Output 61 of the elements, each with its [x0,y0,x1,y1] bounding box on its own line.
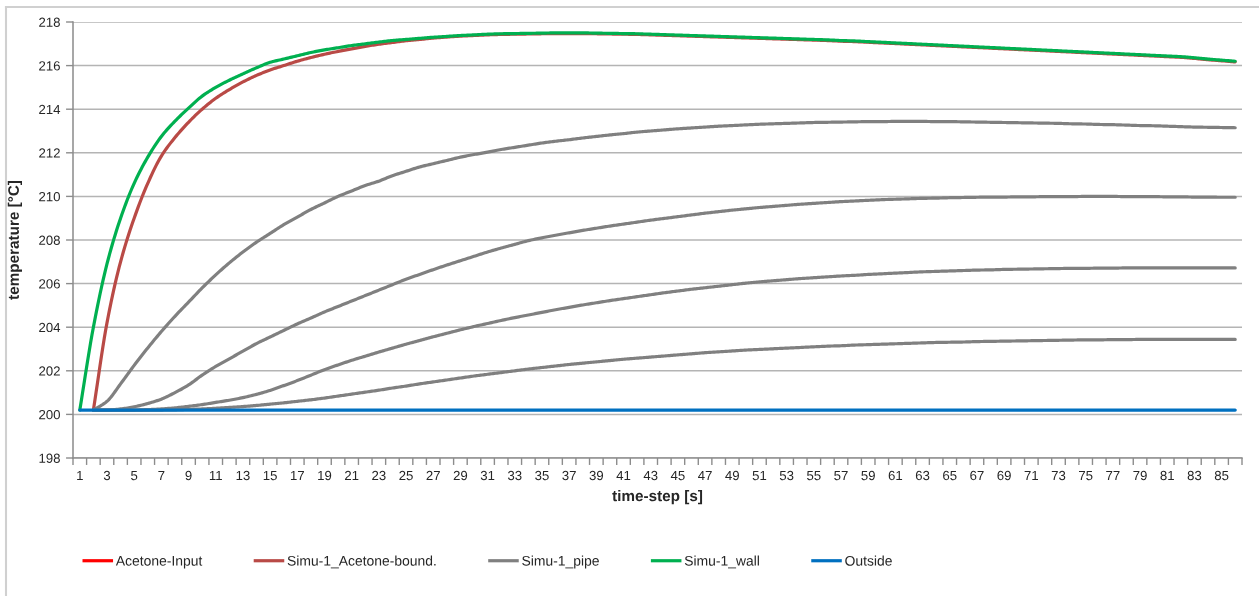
x-tick-label: 83 [1187,470,1202,481]
x-tick-label: 1 [77,470,83,481]
x-tick-label: 39 [589,470,604,481]
x-tick-label: 55 [807,470,821,481]
x-tick-label: 3 [103,470,111,481]
y-tick-label: 202 [39,366,60,376]
x-tick-label: 75 [1079,470,1093,481]
x-tick-label: 35 [535,470,549,481]
x-tick-label: 5 [131,470,138,481]
y-tick-label: 204 [39,322,61,333]
x-tick-label: 45 [670,470,685,481]
legend-label: Outside [845,555,892,566]
x-tick-label: 33 [507,470,522,481]
x-tick-label: 85 [1214,470,1229,481]
x-tick-label: 13 [236,470,250,481]
x-tick-label: 47 [698,470,712,481]
x-tick-label: 49 [725,470,739,481]
x-tick-label: 25 [399,470,413,481]
x-tick-label: 63 [915,470,930,481]
legend-label: Acetone-Input [115,556,203,569]
legend-label: Simu-1_Acetone-bound. [287,555,436,569]
x-tick-label: 15 [263,470,277,481]
y-tick-label: 216 [39,61,60,71]
x-tick-label: 19 [318,470,332,481]
x-tick-label: 37 [562,470,576,481]
x-tick-label: 51 [752,470,767,481]
x-tick-label: 23 [372,470,386,481]
x-tick-label: 11 [209,470,222,481]
legend-label: Simu-1_wall [684,555,759,569]
y-tick-label: 214 [39,104,61,114]
x-tick-label: 31 [480,470,495,481]
x-tick-label: 69 [997,470,1011,481]
x-tick-label: 43 [643,470,658,481]
x-axis-title: time-step [s] [612,490,703,505]
x-tick-label: 79 [1133,470,1147,481]
x-tick-label: 21 [344,470,359,481]
x-tick-label: 61 [888,470,903,481]
x-tick-label: 59 [861,470,875,481]
x-tick-label: 67 [970,470,984,481]
y-tick-label: 212 [39,148,60,158]
x-tick-label: 65 [943,470,957,481]
x-tick-label: 77 [1106,470,1120,481]
x-tick-label: 53 [779,470,794,481]
x-tick-label: 41 [616,470,631,481]
legend-label: Simu-1_pipe [522,555,599,569]
x-tick-label: 73 [1051,470,1066,481]
y-tick-label: 198 [39,453,60,463]
x-tick-label: 9 [185,470,192,481]
x-tick-label: 7 [158,470,165,481]
x-tick-label: 71 [1024,470,1038,481]
y-tick-label: 200 [39,409,60,420]
y-tick-label: 218 [39,17,60,27]
x-tick-label: 29 [453,470,468,481]
x-tick-label: 81 [1160,470,1174,481]
y-tick-label: 206 [39,279,60,289]
x-tick-label: 57 [834,470,848,481]
x-tick-label: 17 [290,470,304,481]
x-tick-label: 27 [426,470,440,481]
y-tick-label: 208 [39,235,60,245]
y-axis-title: temperature [°C] [7,180,22,300]
y-tick-label: 210 [39,191,60,202]
